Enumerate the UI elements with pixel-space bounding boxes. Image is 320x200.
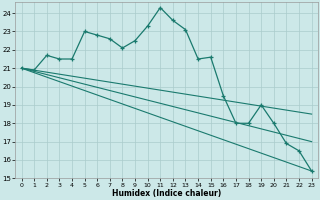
X-axis label: Humidex (Indice chaleur): Humidex (Indice chaleur): [112, 189, 221, 198]
